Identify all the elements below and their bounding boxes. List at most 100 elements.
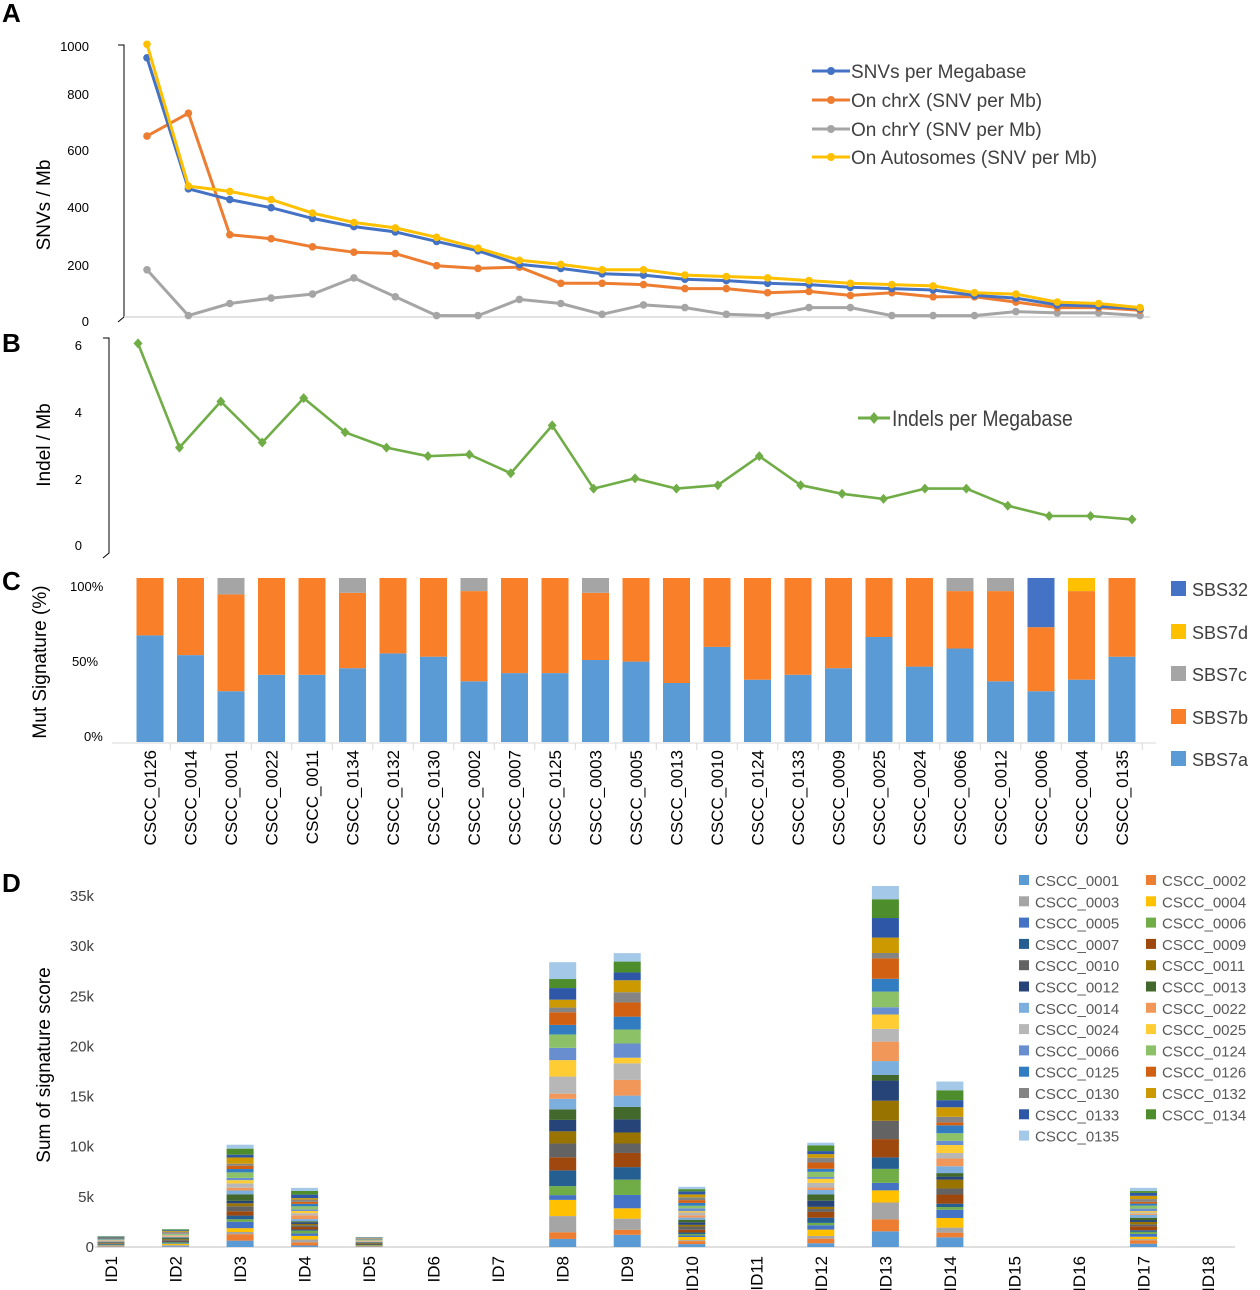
panel-d-legend-swatch [1146, 1024, 1156, 1035]
panel-d-bar-segment [678, 1222, 706, 1225]
panel-c-category-label: CSCC_0130 [425, 750, 444, 845]
panel-d-bar-segment [1130, 1208, 1157, 1212]
panel-d-bar-segment [871, 1231, 899, 1247]
panel-d-bar-segment [1130, 1211, 1157, 1213]
panel-d-bar-segment [291, 1199, 319, 1202]
panel-a-legend-label: On Autosomes (SNV per Mb) [851, 148, 1097, 169]
panel-d-bar-segment [678, 1226, 706, 1230]
panel-d-bar-segment [871, 1120, 899, 1140]
panel-d-bar-segment [678, 1208, 706, 1212]
panel-d-bar-segment [355, 1239, 383, 1241]
panel-d-bar-segment [936, 1227, 964, 1233]
panel-d-bar-segment [162, 1240, 189, 1242]
panel-d-bar-segment [226, 1183, 254, 1188]
panel-b-y-axis-line [102, 337, 110, 559]
panel-c-category-label: CSCC_0001 [222, 750, 241, 845]
panel-d-category-label: ID15 [1005, 1256, 1024, 1290]
panel-d-bar-segment [678, 1234, 706, 1236]
panel-d-legend-label: CSCC_0025 [1162, 1022, 1246, 1039]
panel-c-bar-segment [136, 578, 164, 636]
panel-d-bar-segment [549, 1170, 577, 1187]
panel-b-data-point [796, 480, 806, 491]
panel-d-bar-segment [549, 1238, 577, 1247]
panel-d-category-label: ID14 [941, 1256, 960, 1290]
panel-c-bar-segment [825, 668, 852, 742]
panel-d-bar-segment [226, 1194, 254, 1201]
panel-a-data-point [763, 311, 772, 320]
panel-d-bar-segment [871, 1202, 899, 1220]
panel-d-bar-segment [549, 1143, 577, 1158]
panel-d-y-axis-title: Sum of signature score [34, 967, 55, 1162]
panel-c-bar-segment [1068, 578, 1095, 592]
panel-d-bar-segment [291, 1194, 319, 1199]
panel-c-category-label: CSCC_0003 [587, 750, 606, 845]
panel-b-data-point [1086, 510, 1096, 521]
panel-d-bar-segment [549, 1034, 577, 1048]
panel-d-bar-segment [807, 1217, 835, 1223]
panel-c-legend-label: SBS7d [1192, 623, 1248, 643]
panel-c-category-label: CSCC_0013 [668, 750, 687, 845]
panel-b-data-point [133, 338, 143, 349]
panel-d-bar-segment [871, 1074, 899, 1081]
panel-c-category-label: CSCC_0135 [1113, 750, 1132, 845]
panel-c-category-label: CSCC_0005 [627, 750, 646, 845]
panel-d-legend-swatch [1019, 896, 1029, 907]
panel-d-legend-swatch [1146, 917, 1156, 928]
panel-b-data-point [423, 451, 433, 462]
panel-c-bar-segment [784, 578, 812, 675]
panel-d-legend-label: CSCC_0132 [1162, 1086, 1246, 1103]
panel-d-bar-segment [936, 1194, 964, 1204]
panel-a-data-point [391, 293, 400, 301]
panel-c-bar-segment [420, 578, 447, 657]
panel-c-category-label: CSCC_0022 [263, 750, 282, 845]
panel-c-category-label: CSCC_0126 [141, 750, 160, 845]
panel-d-bar-segment [291, 1198, 319, 1200]
panel-a-data-point [350, 218, 358, 227]
panel-d-bar-segment [1130, 1240, 1157, 1244]
panel-d-bar-segment [613, 1043, 641, 1058]
panel-b-data-point [961, 483, 971, 494]
panel-d-bar-segment [97, 1238, 125, 1240]
panel-d-bar-segment [162, 1237, 189, 1239]
panel-c-category-label: CSCC_0004 [1073, 750, 1092, 845]
panel-d-bar-segment [549, 1024, 577, 1035]
panel-c-bar-segment [298, 674, 326, 742]
panel-d-bar-segment [936, 1140, 964, 1146]
panel-d-bar-segment [549, 962, 577, 980]
panel-d-y-tick-label: 35k [70, 888, 95, 905]
panel-d-bar-segment [226, 1234, 254, 1241]
panel-d-bar-segment [162, 1230, 189, 1232]
panel-d-category-label: ID3 [231, 1256, 250, 1282]
panel-d-legend-label: CSCC_0130 [1035, 1086, 1119, 1103]
panel-a-y-tick-label: 200 [67, 258, 89, 273]
panel-a-series-line [146, 111, 1141, 312]
panel-d-bar-segment [678, 1194, 706, 1198]
panel-d-bar-segment [807, 1182, 835, 1188]
panel-c-bar-segment [1027, 578, 1055, 628]
panel-b-y-axis-title: Indel / Mb [34, 403, 55, 486]
panel-c-bar-segment [582, 578, 609, 593]
panel-d-bar-segment [613, 1119, 641, 1133]
panel-d-bar-segment [549, 1199, 577, 1217]
panel-c-category-label: CSCC_0009 [830, 750, 849, 845]
panel-d-bar-segment [613, 953, 641, 962]
panel-d-bar-segment [807, 1178, 835, 1183]
panel-d-bar-segment [291, 1229, 319, 1231]
panel-a-data-point [432, 261, 441, 270]
panel-d-legend-swatch [1019, 917, 1029, 928]
panel-a-data-point [184, 182, 193, 190]
panel-a-data-point [557, 299, 565, 308]
panel-c-category-label: CSCC_0014 [182, 750, 201, 845]
panel-d-bar-segment [613, 961, 641, 973]
panel-d-bar-segment [226, 1211, 254, 1216]
panel-c-legend-swatch [1171, 751, 1186, 766]
panel-d-bar-segment [1130, 1192, 1157, 1196]
panel-d-bar-segment [549, 1109, 577, 1120]
panel-d-bar-segment [678, 1229, 706, 1233]
panel-c-category-label: CSCC_0012 [992, 750, 1011, 845]
panel-d-bar-segment [1130, 1199, 1157, 1202]
panel-d-bar-segment [291, 1190, 319, 1195]
panel-d-bar-segment [807, 1209, 835, 1212]
panel-d-y-tick-label: 30k [70, 938, 95, 955]
panel-a-data-point [226, 187, 234, 196]
